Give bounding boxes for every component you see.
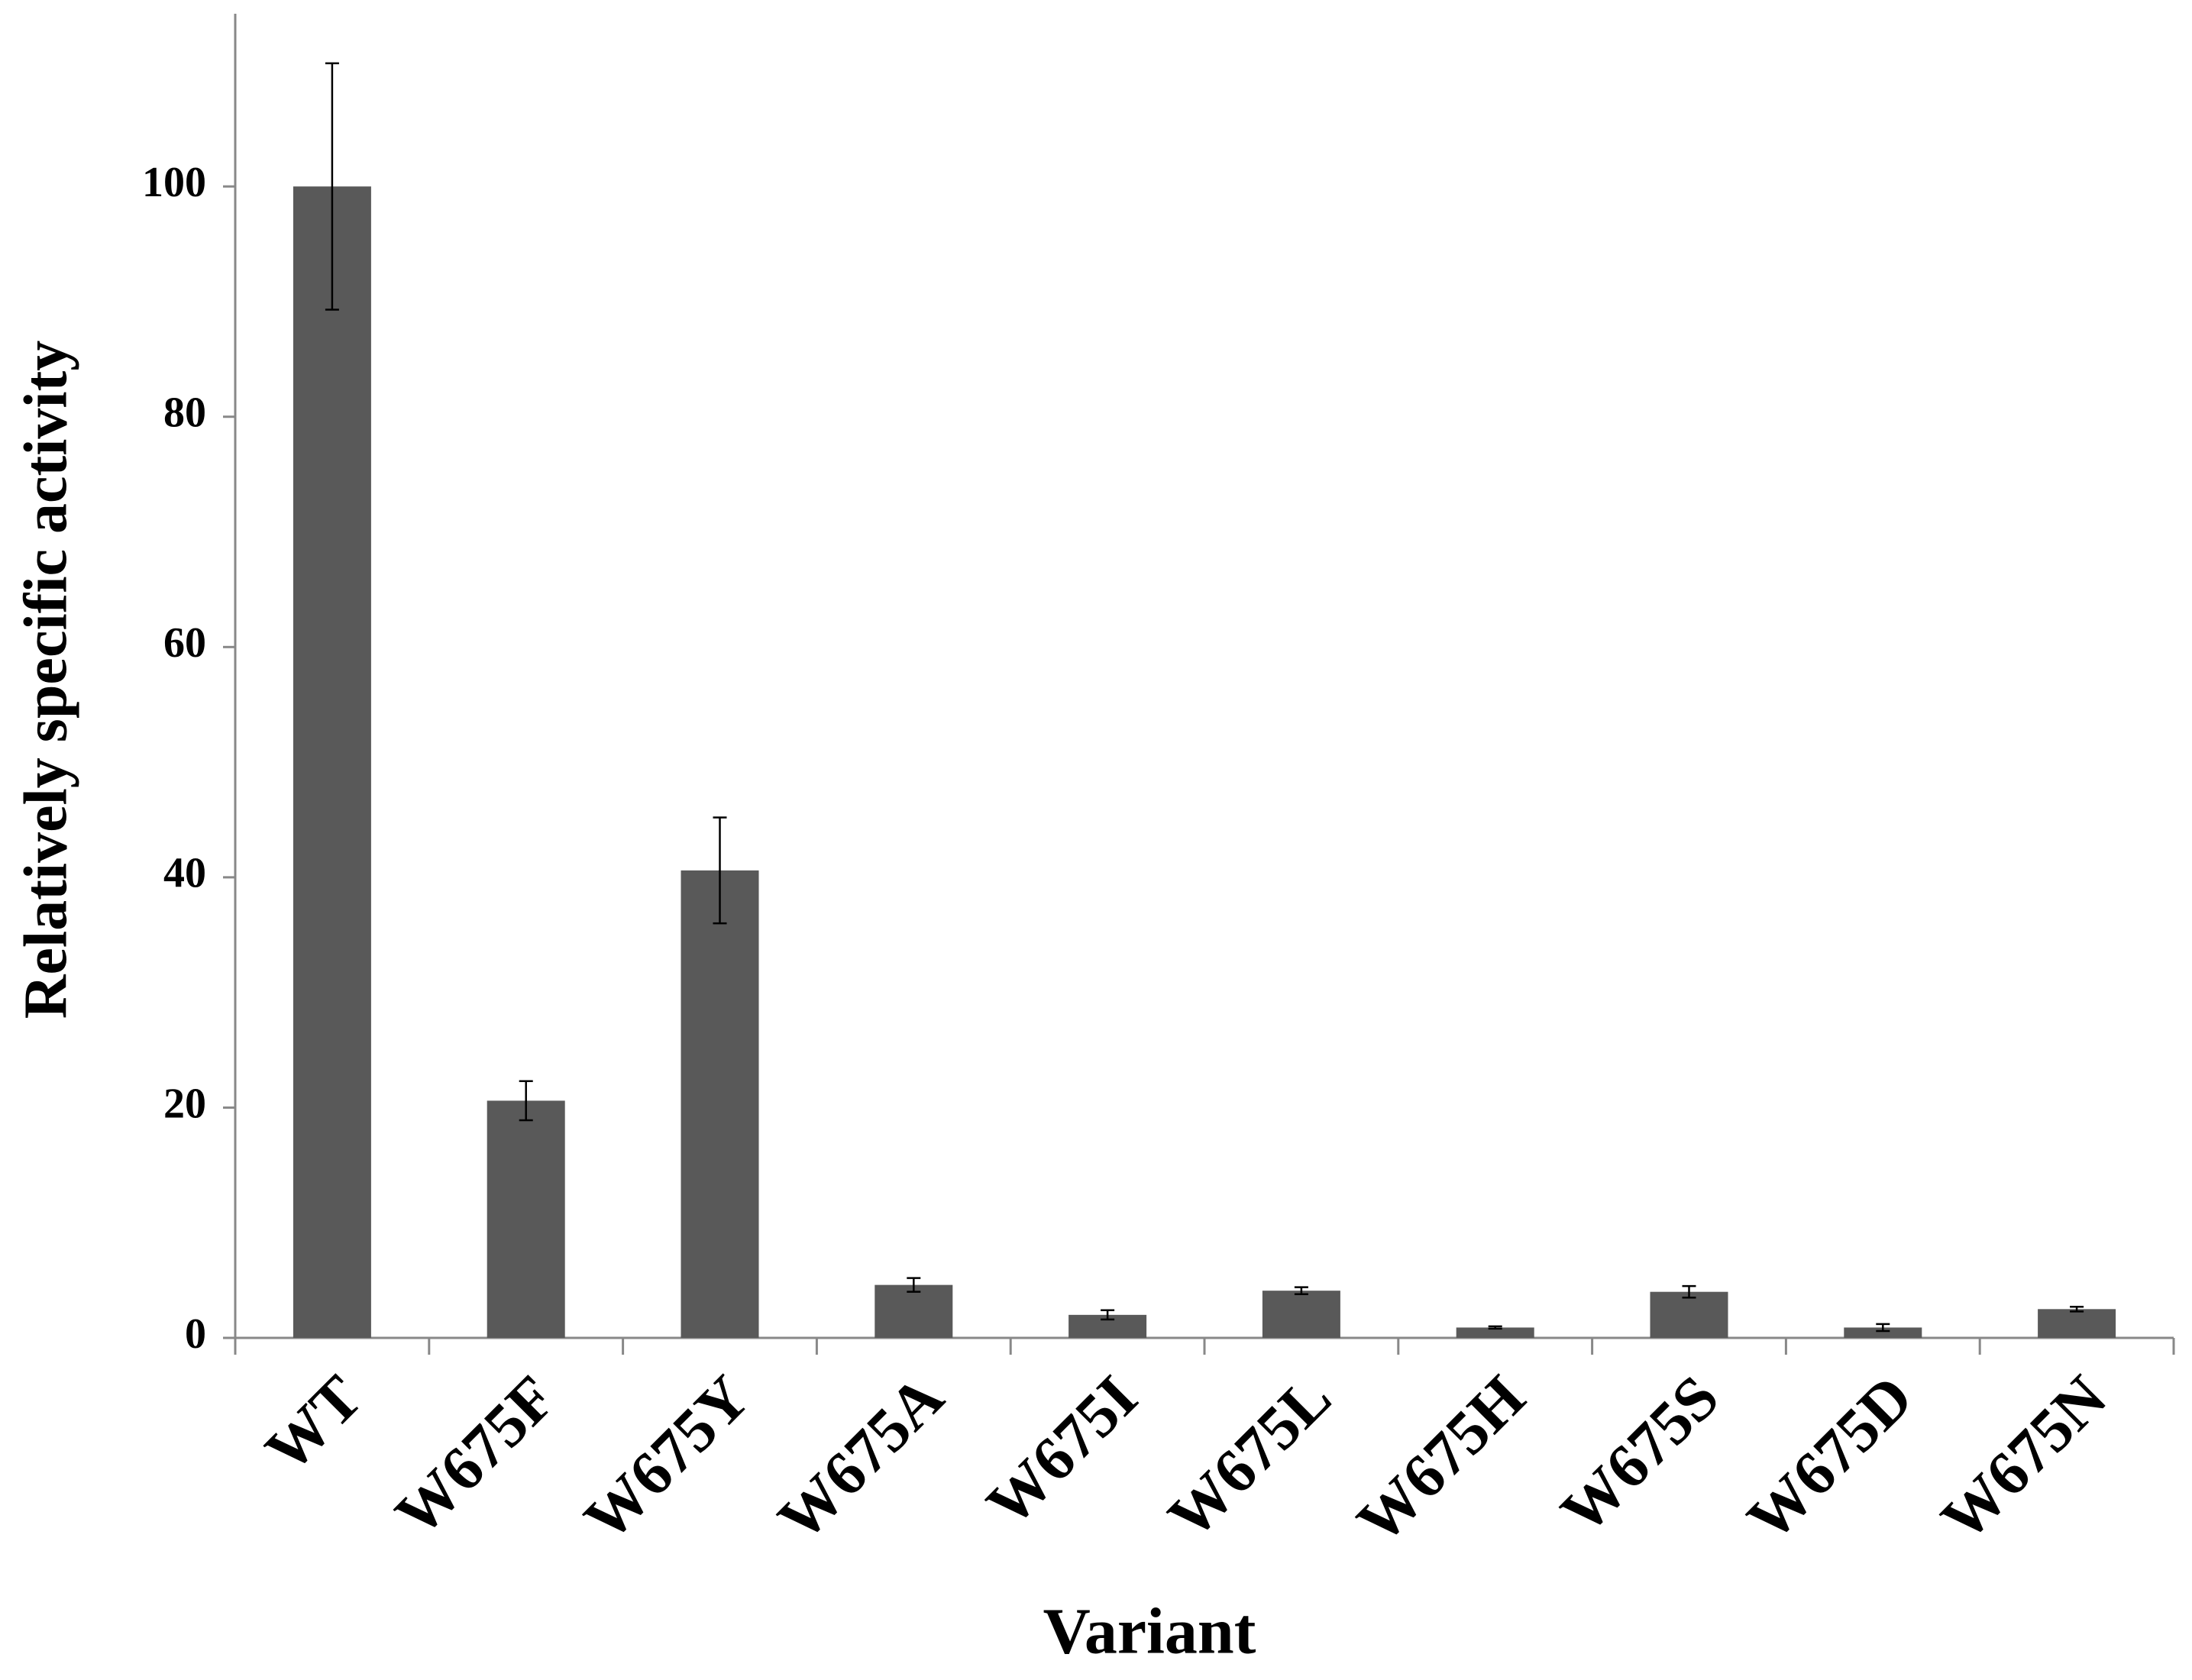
error-bar [1876,1323,1890,1333]
x-tick-label: W675S [1547,1362,1732,1547]
y-tick-label: 100 [142,159,206,206]
bar [875,1284,953,1338]
y-tick-label: 60 [163,619,206,667]
x-axis-title: Variant [1043,1594,1256,1668]
error-bar [2070,1306,2084,1313]
error-bar [1101,1309,1115,1321]
bar [1262,1291,1340,1338]
y-axis-title: Relatively specific activity [12,341,79,1019]
error-bar [325,62,339,311]
error-bar [1488,1325,1502,1330]
bar [293,186,371,1338]
y-tick-label: 40 [163,850,206,897]
error-bar [713,816,727,925]
y-tick-label: 20 [163,1080,206,1127]
x-tick-label: W675I [973,1362,1150,1539]
bar [2038,1309,2116,1338]
error-bar [519,1080,533,1122]
x-tick-label: W675Y [571,1362,762,1554]
x-tick-label: WT [252,1362,375,1485]
bar [1650,1291,1728,1338]
error-bar [907,1277,921,1293]
x-tick-label: W675A [765,1362,956,1554]
bar [1844,1327,1922,1338]
error-bar [1294,1286,1308,1295]
bar [681,870,759,1338]
x-tick-label: W675F [382,1362,569,1549]
x-tick-label: W675H [1343,1362,1537,1556]
y-tick-label: 0 [185,1310,206,1358]
x-tick-label: W675D [1734,1362,1925,1554]
error-bar [1682,1284,1696,1299]
bar [1456,1327,1534,1338]
x-tick-label: W675N [1928,1362,2119,1554]
y-tick-label: 80 [163,389,206,437]
bar [487,1100,565,1338]
x-tick-label: W675L [1155,1362,1344,1552]
